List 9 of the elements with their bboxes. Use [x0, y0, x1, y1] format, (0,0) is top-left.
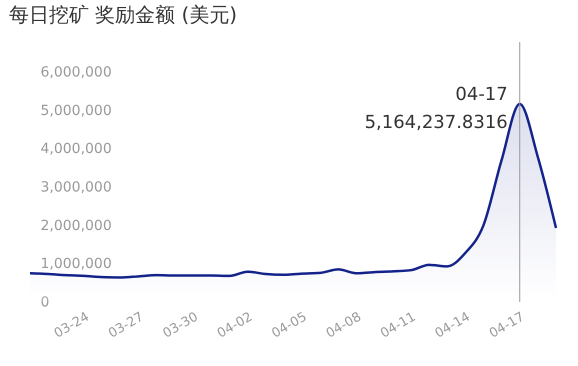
y-tick-label: 1,000,000	[40, 256, 112, 272]
chart-title: 每日挖矿 奖励金额 (美元)	[8, 2, 238, 26]
y-tick-label: 6,000,000	[40, 64, 112, 80]
annotation: 04-17 5,164,237.8316	[364, 84, 508, 134]
y-tick-label: 3,000,000	[40, 180, 112, 196]
y-tick-label: 5,000,000	[40, 102, 112, 119]
y-tick-label: 2,000,000	[40, 218, 112, 234]
y-tick-label: 0	[40, 294, 50, 310]
y-tick-label: 4,000,000	[40, 141, 112, 158]
